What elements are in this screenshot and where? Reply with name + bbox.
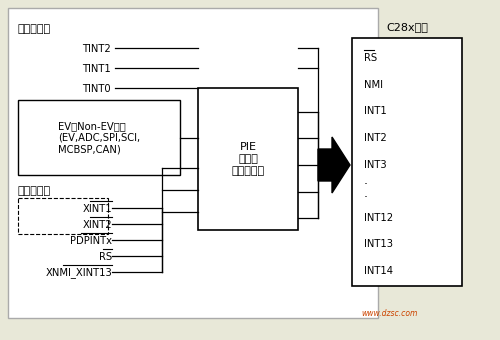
Bar [18,198,108,234]
Text: TINT1: TINT1 [82,64,111,74]
Bar [352,38,462,286]
Text: INT13: INT13 [364,239,393,249]
Text: INT14: INT14 [364,266,393,276]
Text: XINT1: XINT1 [82,204,112,214]
Text: 外部中断源: 外部中断源 [18,186,51,196]
Text: RS: RS [364,53,377,63]
Text: C28x内核: C28x内核 [386,22,428,32]
Polygon shape [318,137,350,193]
Bar [18,100,180,175]
Text: NMI: NMI [364,80,383,90]
Text: INT3: INT3 [364,159,386,170]
Text: TINT2: TINT2 [82,44,111,54]
Text: ·
·: · · [364,178,368,204]
Text: 内部中断源: 内部中断源 [18,24,51,34]
Text: TINT0: TINT0 [82,84,111,94]
Text: XNMI_XINT13: XNMI_XINT13 [45,268,112,278]
Text: INT12: INT12 [364,213,393,223]
Text: XINT2: XINT2 [82,220,112,230]
Bar [198,88,298,230]
Bar [8,8,378,318]
Text: PDPINTx: PDPINTx [70,236,112,246]
Text: RS: RS [99,252,112,262]
Text: INT2: INT2 [364,133,387,143]
Text: EV和Non-EV外设
(EV,ADC,SPI,SCI,
MCBSP,CAN): EV和Non-EV外设 (EV,ADC,SPI,SCI, MCBSP,CAN) [58,121,140,154]
Text: www.dzsc.com: www.dzsc.com [362,309,418,318]
Text: PIE
（外设
中断扩展）: PIE （外设 中断扩展） [232,142,264,175]
Text: INT1: INT1 [364,106,387,116]
